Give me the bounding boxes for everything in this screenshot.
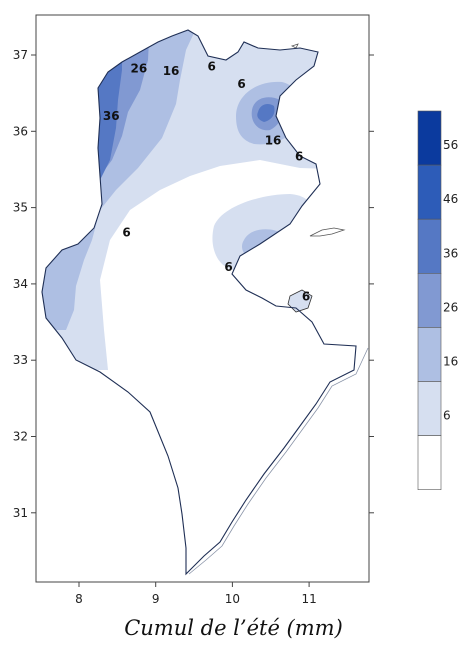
country-border-shadow bbox=[188, 347, 369, 575]
y-axis: 37 36 35 34 33 32 31 bbox=[13, 48, 374, 520]
legend-swatch bbox=[417, 381, 442, 436]
legend-label: 26 bbox=[443, 300, 458, 314]
zone-36-46-east bbox=[257, 104, 275, 122]
y-tick-label: 37 bbox=[13, 48, 28, 62]
y-tick-label: 32 bbox=[13, 430, 28, 444]
map-caption: Cumul de l’été (mm) bbox=[124, 616, 343, 640]
contour-label: 16 bbox=[265, 133, 282, 147]
legend-swatch bbox=[417, 110, 442, 166]
legend-swatch bbox=[417, 327, 442, 382]
legend-swatch bbox=[417, 164, 442, 220]
zone-36-46-west bbox=[42, 30, 122, 180]
contour-labels: 26 16 6 6 36 16 6 6 6 6 bbox=[103, 59, 310, 303]
x-tick-label: 11 bbox=[301, 592, 316, 606]
contour-label: 36 bbox=[103, 109, 120, 123]
contour-label: 6 bbox=[122, 226, 130, 240]
rainfall-zones bbox=[42, 30, 356, 574]
country-border bbox=[41, 29, 357, 576]
legend-swatch bbox=[417, 435, 442, 491]
kerkennah-islands bbox=[309, 227, 346, 237]
contour-label: 6 bbox=[295, 149, 303, 163]
contour-label: 26 bbox=[130, 62, 147, 76]
legend-label: 16 bbox=[443, 355, 458, 369]
small-island bbox=[290, 43, 299, 49]
y-tick-label: 31 bbox=[13, 506, 28, 520]
x-tick-label: 10 bbox=[225, 592, 240, 606]
color-legend: 56 46 36 26 16 6 bbox=[417, 110, 458, 491]
x-axis: 8 9 10 11 bbox=[75, 582, 317, 606]
y-tick-label: 34 bbox=[13, 277, 28, 291]
island-djerba bbox=[287, 289, 313, 313]
contour-label: 6 bbox=[302, 290, 310, 304]
contour-label: 16 bbox=[163, 64, 180, 78]
contour-label: 6 bbox=[208, 59, 216, 73]
y-tick-label: 36 bbox=[13, 124, 28, 138]
y-tick-label: 35 bbox=[13, 201, 28, 215]
legend-label: 6 bbox=[443, 409, 451, 423]
contour-label: 6 bbox=[224, 260, 232, 274]
legend-swatch bbox=[417, 218, 442, 274]
legend-label: 46 bbox=[443, 192, 458, 206]
legend-swatch bbox=[417, 272, 442, 328]
x-tick-label: 9 bbox=[152, 592, 160, 606]
legend-label: 56 bbox=[443, 138, 458, 152]
plot-frame bbox=[35, 14, 370, 583]
x-tick-label: 8 bbox=[75, 592, 83, 606]
y-tick-label: 33 bbox=[13, 353, 28, 367]
contour-label: 6 bbox=[237, 77, 245, 91]
legend-label: 36 bbox=[443, 246, 458, 260]
